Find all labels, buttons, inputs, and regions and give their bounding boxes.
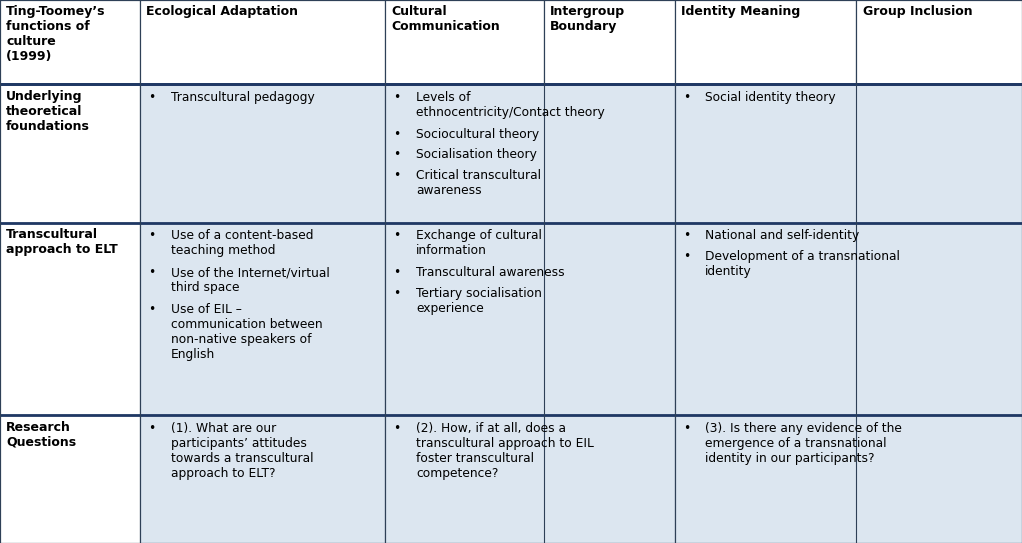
Text: •: •	[393, 128, 401, 141]
Text: Tertiary socialisation
experience: Tertiary socialisation experience	[416, 287, 542, 315]
Bar	[544, 0, 675, 84]
Bar	[385, 415, 675, 543]
Text: Ting-Toomey’s
functions of
culture
(1999): Ting-Toomey’s functions of culture (1999…	[6, 5, 105, 64]
Text: (3). Is there any evidence of the
emergence of a transnational
identity in our p: (3). Is there any evidence of the emerge…	[705, 422, 902, 465]
Bar	[140, 415, 385, 543]
Text: Intergroup
Boundary: Intergroup Boundary	[550, 5, 625, 34]
Text: •: •	[393, 422, 401, 435]
Text: Ecological Adaptation: Ecological Adaptation	[146, 5, 298, 18]
Text: Levels of
ethnocentricity/Contact theory: Levels of ethnocentricity/Contact theory	[416, 91, 605, 119]
Bar	[140, 0, 385, 84]
Text: Underlying
theoretical
foundations: Underlying theoretical foundations	[6, 90, 90, 132]
Text: •: •	[683, 91, 690, 104]
Bar	[385, 84, 675, 223]
Text: •: •	[148, 229, 155, 242]
Text: •: •	[393, 169, 401, 182]
Text: Transcultural awareness: Transcultural awareness	[416, 266, 564, 279]
Bar	[675, 0, 856, 84]
Text: Cultural
Communication: Cultural Communication	[391, 5, 500, 34]
Bar	[140, 84, 385, 223]
Text: Group Inclusion: Group Inclusion	[863, 5, 972, 18]
Text: Transcultural pedagogy: Transcultural pedagogy	[171, 91, 315, 104]
Text: Use of a content-based
teaching method: Use of a content-based teaching method	[171, 229, 313, 257]
Bar	[385, 0, 544, 84]
Text: •: •	[683, 422, 690, 435]
Bar	[0, 84, 140, 223]
Text: Sociocultural theory: Sociocultural theory	[416, 128, 539, 141]
Text: Critical transcultural
awareness: Critical transcultural awareness	[416, 169, 541, 197]
Bar	[140, 223, 385, 415]
Text: •: •	[148, 266, 155, 279]
Bar	[856, 0, 1022, 84]
Text: Research
Questions: Research Questions	[6, 421, 77, 449]
Text: Use of the Internet/virtual
third space: Use of the Internet/virtual third space	[171, 266, 329, 294]
Text: Social identity theory: Social identity theory	[705, 91, 836, 104]
Bar	[675, 415, 1022, 543]
Bar	[675, 223, 1022, 415]
Bar	[0, 0, 140, 84]
Text: •: •	[393, 91, 401, 104]
Text: •: •	[393, 266, 401, 279]
Text: •: •	[393, 287, 401, 300]
Text: •: •	[683, 229, 690, 242]
Text: Exchange of cultural
information: Exchange of cultural information	[416, 229, 542, 257]
Text: Socialisation theory: Socialisation theory	[416, 148, 537, 161]
Text: Development of a transnational
identity: Development of a transnational identity	[705, 250, 900, 278]
Text: National and self-identity: National and self-identity	[705, 229, 860, 242]
Text: •: •	[393, 148, 401, 161]
Text: •: •	[683, 250, 690, 263]
Bar	[0, 223, 140, 415]
Text: •: •	[393, 229, 401, 242]
Bar	[675, 84, 1022, 223]
Text: Transcultural
approach to ELT: Transcultural approach to ELT	[6, 228, 118, 256]
Text: (1). What are our
participants’ attitudes
towards a transcultural
approach to EL: (1). What are our participants’ attitude…	[171, 422, 313, 480]
Text: •: •	[148, 304, 155, 317]
Text: •: •	[148, 422, 155, 435]
Text: •: •	[148, 91, 155, 104]
Text: Use of EIL –
communication between
non-native speakers of
English: Use of EIL – communication between non-n…	[171, 304, 322, 362]
Bar	[0, 415, 140, 543]
Bar	[385, 223, 675, 415]
Text: (2). How, if at all, does a
transcultural approach to EIL
foster transcultural
c: (2). How, if at all, does a transcultura…	[416, 422, 594, 480]
Text: Identity Meaning: Identity Meaning	[681, 5, 800, 18]
